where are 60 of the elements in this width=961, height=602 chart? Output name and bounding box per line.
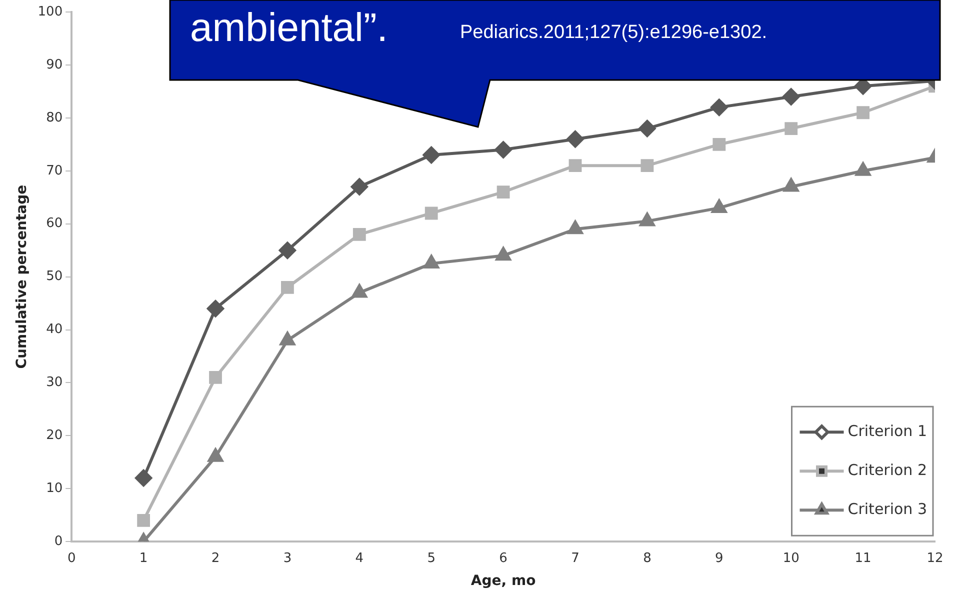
- x-axis-title: Age, mo: [470, 573, 536, 590]
- x-tick-label: 9: [715, 550, 724, 566]
- point: [784, 178, 799, 192]
- point: [638, 120, 656, 138]
- point: [424, 255, 439, 269]
- point: [209, 370, 222, 384]
- y-tick-label: 70: [46, 163, 63, 178]
- point: [782, 88, 800, 106]
- x-tick-label: 3: [283, 550, 292, 566]
- point: [350, 178, 368, 196]
- point: [422, 146, 440, 164]
- point: [496, 247, 511, 261]
- y-tick-label: 50: [46, 269, 63, 284]
- y-tick-label: 90: [46, 57, 63, 72]
- point: [352, 228, 366, 241]
- x-tick-label: 8: [643, 550, 652, 566]
- point: [496, 186, 510, 199]
- x-tick-label: 2: [211, 550, 220, 566]
- x-tick-label: 12: [926, 550, 944, 566]
- point: [424, 206, 438, 220]
- y-tick-label: 0: [54, 534, 63, 549]
- point: [710, 98, 728, 116]
- x-tick-label: 11: [854, 550, 872, 566]
- annotation: ambiental”.: [190, 6, 388, 51]
- point: [784, 122, 798, 135]
- point: [568, 220, 583, 234]
- point: [640, 159, 654, 172]
- x-tick-label: 7: [571, 550, 580, 566]
- point: [856, 106, 870, 120]
- point: [278, 242, 296, 259]
- point: [135, 470, 152, 487]
- point: [352, 284, 367, 298]
- point: [494, 141, 512, 158]
- point: [280, 332, 296, 346]
- y-tick-label: 40: [46, 322, 63, 338]
- y-tick-label: 10: [46, 481, 63, 496]
- point: [566, 130, 584, 148]
- legend-label: Criterion 2: [848, 460, 927, 479]
- point: [712, 138, 726, 151]
- y-axis-title: Cumulative percentage: [14, 184, 30, 369]
- x-tick-label: 6: [499, 550, 508, 566]
- x-tick-label: 1: [139, 550, 148, 566]
- point: [281, 280, 294, 294]
- legend-label: Criterion 3: [848, 500, 927, 518]
- point: [207, 300, 224, 318]
- x-tick-label: 0: [67, 550, 76, 566]
- point: [208, 448, 224, 462]
- x-tick-label: 10: [782, 550, 800, 566]
- x-tick-label: 5: [427, 550, 436, 566]
- annotation: Pediarics.2011;127(5):e1296-e1302.: [460, 22, 768, 44]
- y-tick-label: 60: [46, 216, 63, 232]
- point: [137, 514, 150, 527]
- point: [568, 159, 582, 172]
- x-tick-label: 4: [355, 550, 364, 566]
- y-tick-label: 80: [46, 110, 63, 126]
- y-tick-label: 30: [46, 375, 63, 390]
- y-tick-label: 20: [46, 428, 63, 444]
- point: [640, 212, 655, 226]
- legend-label: Criterion 1: [848, 422, 927, 440]
- y-tick-label: 100: [38, 4, 63, 20]
